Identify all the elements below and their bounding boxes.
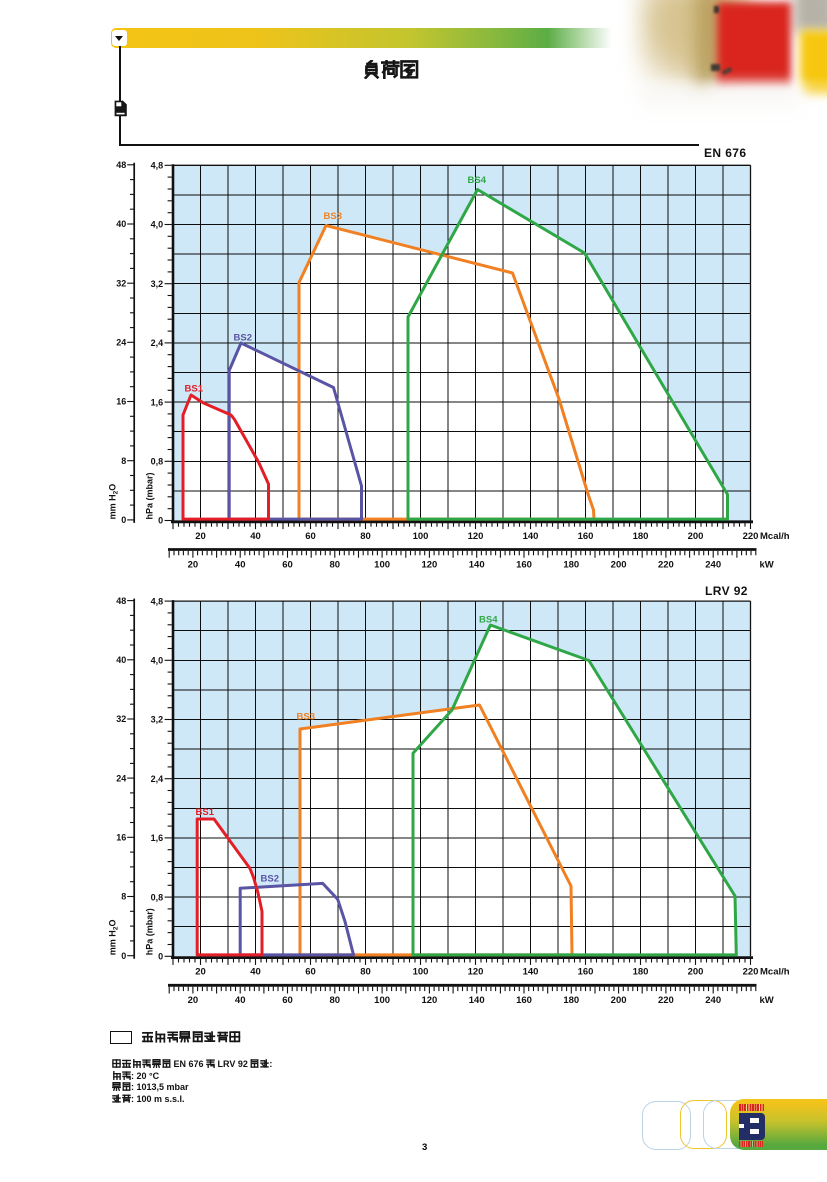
svg-text:8: 8 [121, 892, 126, 902]
svg-text:220: 220 [743, 967, 759, 978]
svg-text:100: 100 [374, 995, 390, 1006]
svg-text:16: 16 [116, 833, 126, 843]
svg-text:220: 220 [658, 559, 674, 570]
svg-text:100: 100 [413, 531, 429, 542]
svg-text:220: 220 [658, 995, 674, 1006]
svg-text:60: 60 [282, 559, 293, 570]
svg-text:4,0: 4,0 [151, 656, 164, 666]
svg-text:40: 40 [250, 967, 261, 978]
svg-text:BS4: BS4 [468, 175, 487, 186]
svg-text:BS1: BS1 [185, 384, 204, 395]
svg-text:24: 24 [116, 338, 126, 348]
svg-text:4,0: 4,0 [151, 220, 164, 230]
svg-text:0: 0 [158, 952, 163, 962]
svg-text:0,8: 0,8 [151, 457, 164, 467]
svg-text:0: 0 [121, 515, 126, 525]
svg-text:40: 40 [235, 559, 246, 570]
svg-text:2,4: 2,4 [151, 774, 164, 784]
svg-text:140: 140 [469, 559, 485, 570]
svg-text:120: 120 [421, 995, 437, 1006]
svg-text:0: 0 [158, 516, 163, 526]
svg-text:BS3: BS3 [324, 211, 342, 222]
svg-text:mm H2O: mm H2O [108, 920, 120, 956]
svg-text:80: 80 [360, 967, 371, 978]
svg-text:160: 160 [516, 559, 532, 570]
svg-text:Mcal/h: Mcal/h [760, 967, 790, 978]
svg-text:0: 0 [121, 951, 126, 961]
svg-text:180: 180 [563, 559, 579, 570]
svg-text:20: 20 [195, 967, 206, 978]
svg-text:160: 160 [578, 531, 594, 542]
svg-text:8: 8 [121, 456, 126, 466]
svg-text:120: 120 [468, 967, 484, 978]
svg-text:80: 80 [330, 559, 341, 570]
svg-text:BS3: BS3 [297, 712, 315, 723]
svg-text:200: 200 [688, 967, 704, 978]
svg-text:140: 140 [469, 995, 485, 1006]
svg-text:240: 240 [705, 559, 721, 570]
svg-text:160: 160 [516, 995, 532, 1006]
svg-text:Mcal/h: Mcal/h [760, 531, 790, 542]
svg-text:180: 180 [563, 995, 579, 1006]
svg-text:kW: kW [760, 995, 774, 1006]
svg-text:16: 16 [116, 397, 126, 407]
svg-text:80: 80 [360, 531, 371, 542]
svg-text:20: 20 [188, 559, 199, 570]
svg-text:40: 40 [235, 995, 246, 1006]
svg-text:60: 60 [305, 531, 316, 542]
svg-text:160: 160 [578, 967, 594, 978]
svg-text:100: 100 [374, 559, 390, 570]
svg-text:4,8: 4,8 [151, 161, 164, 171]
svg-text:140: 140 [523, 531, 539, 542]
svg-text:BS1: BS1 [196, 807, 215, 818]
svg-text:48: 48 [116, 596, 126, 606]
svg-text:200: 200 [611, 995, 627, 1006]
svg-text:20: 20 [195, 531, 206, 542]
svg-text:mm H2O: mm H2O [108, 484, 120, 520]
svg-text:200: 200 [688, 531, 704, 542]
svg-text:80: 80 [330, 995, 341, 1006]
svg-text:kW: kW [760, 559, 774, 570]
svg-text:48: 48 [116, 160, 126, 170]
svg-text:4,8: 4,8 [151, 596, 164, 606]
svg-text:20: 20 [188, 995, 199, 1006]
svg-text:hPa (mbar): hPa (mbar) [144, 472, 154, 519]
svg-text:140: 140 [523, 967, 539, 978]
svg-text:BS2: BS2 [261, 874, 279, 885]
svg-text:120: 120 [421, 559, 437, 570]
svg-text:40: 40 [116, 219, 126, 229]
svg-text:2,4: 2,4 [151, 338, 164, 348]
svg-text:40: 40 [116, 655, 126, 665]
svg-text:200: 200 [611, 559, 627, 570]
svg-text:32: 32 [116, 278, 126, 288]
svg-text:240: 240 [705, 995, 721, 1006]
svg-text:hPa (mbar): hPa (mbar) [144, 908, 154, 955]
svg-text:0,8: 0,8 [151, 892, 164, 902]
svg-text:120: 120 [468, 531, 484, 542]
svg-text:BS4: BS4 [479, 615, 498, 626]
svg-text:100: 100 [413, 967, 429, 978]
svg-text:1,6: 1,6 [151, 397, 164, 407]
svg-text:1,6: 1,6 [151, 833, 164, 843]
svg-text:60: 60 [305, 967, 316, 978]
svg-text:32: 32 [116, 714, 126, 724]
svg-text:220: 220 [743, 531, 759, 542]
svg-text:60: 60 [282, 995, 293, 1006]
svg-text:3,2: 3,2 [151, 715, 164, 725]
svg-text:3,2: 3,2 [151, 279, 164, 289]
svg-text:BS2: BS2 [234, 333, 252, 344]
svg-text:40: 40 [250, 531, 261, 542]
svg-text:180: 180 [633, 967, 649, 978]
svg-text:180: 180 [633, 531, 649, 542]
svg-text:24: 24 [116, 773, 126, 783]
